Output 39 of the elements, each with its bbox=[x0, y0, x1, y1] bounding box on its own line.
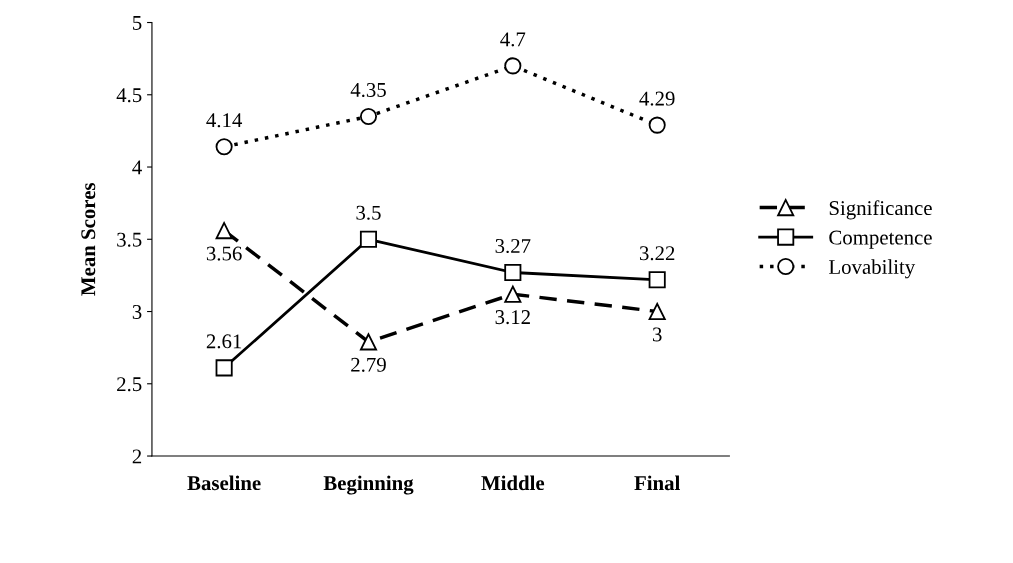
point bbox=[504, 285, 522, 303]
point bbox=[648, 271, 666, 289]
point bbox=[648, 302, 666, 321]
y-tick-label: 3.5 bbox=[117, 232, 142, 247]
y-axis-title: Mean Scores bbox=[81, 182, 96, 296]
data-label: 2.79 bbox=[351, 357, 386, 372]
y-tick-label: 3 bbox=[132, 304, 142, 319]
point bbox=[359, 333, 378, 351]
data-label: 3 bbox=[652, 327, 662, 342]
legend-label: Competence bbox=[829, 230, 932, 249]
data-label: 4.35 bbox=[350, 82, 386, 98]
data-label: 4.29 bbox=[639, 91, 675, 106]
data-label: 3.22 bbox=[639, 246, 675, 261]
data-label: 3.56 bbox=[206, 246, 242, 261]
data-label: 2.61 bbox=[206, 334, 242, 349]
y-tick-label: 2.5 bbox=[117, 377, 142, 392]
x-tick-label: Middle bbox=[481, 475, 545, 491]
y-tick-label: 5 bbox=[133, 16, 142, 30]
point bbox=[648, 116, 666, 134]
data-label: 4.14 bbox=[206, 113, 243, 128]
data-label: 3.27 bbox=[495, 239, 531, 254]
point bbox=[359, 230, 378, 248]
point bbox=[504, 57, 522, 75]
legend-label: Lovability bbox=[829, 259, 916, 279]
point bbox=[215, 138, 233, 156]
x-tick-label: Final bbox=[634, 475, 680, 491]
point bbox=[215, 359, 233, 377]
y-tick-label: 4 bbox=[132, 160, 142, 175]
data-label: 4.7 bbox=[500, 32, 526, 47]
data-label: 3.12 bbox=[495, 310, 530, 325]
y-tick-label: 2 bbox=[132, 449, 142, 464]
y-tick-label: 4.5 bbox=[116, 88, 142, 103]
legend-label: Significance bbox=[829, 200, 932, 220]
point bbox=[359, 107, 378, 125]
point bbox=[504, 263, 522, 282]
x-tick-label: Baseline bbox=[187, 475, 261, 491]
data-label: 3.5 bbox=[356, 205, 381, 220]
point bbox=[215, 222, 233, 240]
x-tick-label: Beginning bbox=[323, 475, 414, 495]
